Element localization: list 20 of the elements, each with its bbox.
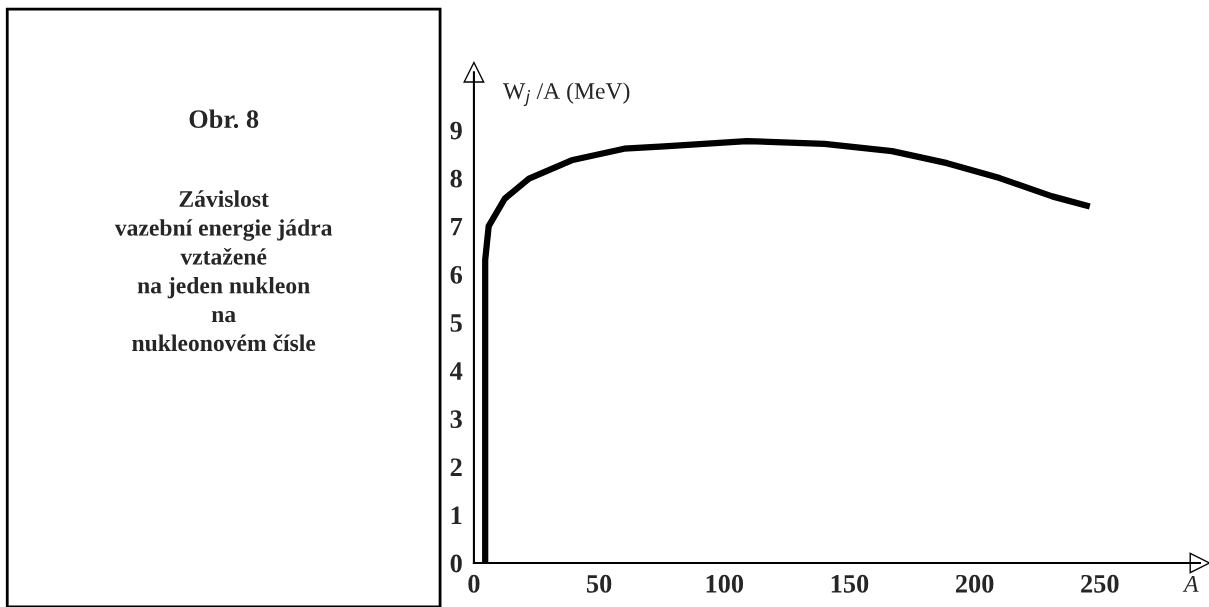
x-tick-label: 100 <box>706 574 744 593</box>
y-tick-label: 4 <box>449 362 463 380</box>
y-tick-label: 8 <box>450 169 462 188</box>
x-axis-title: A <box>1182 576 1199 592</box>
x-tick-label: 250 <box>1081 574 1119 593</box>
x-tick-label: 50 <box>586 574 612 593</box>
y-tick-label: 2 <box>450 458 462 476</box>
text: Závislost vazební energie jádra vztažené na jeden nukleon na nukleonovém čísle <box>114 190 333 352</box>
y-axis-title: W$_{j}$ /A (MeV) <box>502 82 630 107</box>
y-tick-label: 9 <box>450 121 462 140</box>
x-tick-label: 150 <box>831 574 869 593</box>
y-tick-label: 6 <box>450 265 463 284</box>
y-tick-label: 1 <box>451 506 462 525</box>
y-tick-label: 0 <box>450 554 462 573</box>
y-tick-label: 3 <box>450 410 462 429</box>
y-tick-label: 7 <box>451 218 463 236</box>
x-tick-label: 200 <box>955 574 994 593</box>
text: Obr. 8 <box>189 109 259 129</box>
y-tick-label: 5 <box>450 314 462 332</box>
x-tick-label: 0 <box>468 574 480 593</box>
